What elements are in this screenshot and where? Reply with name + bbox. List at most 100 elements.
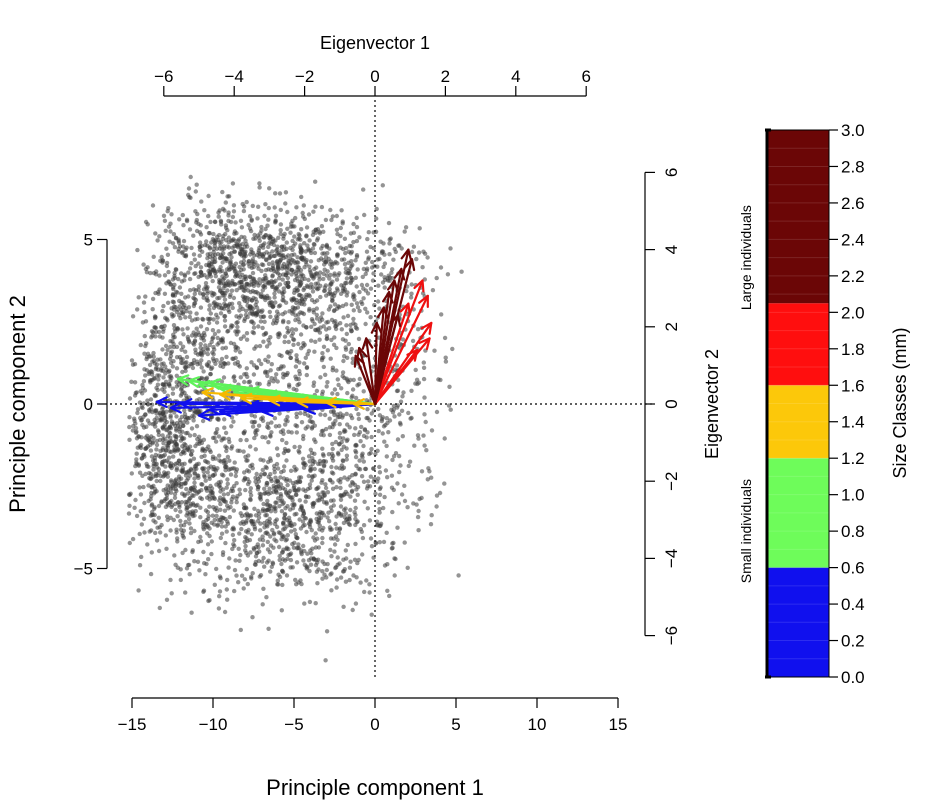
data-point [247,214,253,219]
data-point [365,479,371,484]
data-point [301,436,306,442]
data-point [152,505,157,510]
data-point [421,365,427,370]
data-point [266,474,271,479]
data-point [162,452,167,457]
data-point [285,209,290,215]
data-point [187,448,192,453]
data-point [154,447,159,452]
data-point [361,266,366,272]
data-point [301,465,307,470]
data-point [316,545,322,550]
data-point [205,252,210,257]
data-point [312,466,317,472]
data-point [321,324,326,329]
data-point [277,191,283,196]
data-point [194,217,199,223]
data-point [236,580,241,585]
data-point [165,517,170,523]
data-point [327,477,333,482]
data-point [145,542,150,547]
data-point [319,497,325,502]
data-point [285,493,291,498]
data-point [354,406,359,412]
data-point [192,432,197,438]
data-point [324,242,329,248]
data-point [243,548,248,553]
data-point [345,422,350,427]
data-point [137,470,143,475]
data-point [287,351,292,356]
data-point [297,450,302,455]
data-point [242,577,247,582]
data-point [334,213,339,219]
data-point [217,208,222,213]
x-tick-label: −10 [199,715,228,734]
data-point [192,480,197,485]
data-point [162,218,168,223]
data-point [294,582,299,587]
data-point [299,293,304,299]
data-point [238,218,244,223]
data-point [165,252,171,257]
data-point [330,486,336,491]
data-point [227,556,232,561]
data-point [298,332,304,337]
data-point [263,513,268,518]
arrow-head [361,337,374,350]
data-point [397,412,402,417]
data-point [245,303,250,308]
data-point [145,222,150,227]
data-point [267,186,272,191]
data-point [295,480,300,485]
data-point [172,245,178,250]
data-point [193,347,198,352]
data-point [246,469,252,474]
data-point [391,454,397,459]
data-point [275,379,280,384]
data-point [169,212,174,217]
data-point [242,372,247,377]
data-point [224,485,229,490]
data-point [215,251,221,257]
data-point [145,351,151,356]
data-point [217,482,222,487]
data-point [313,339,318,344]
right-tick-label: −2 [662,472,681,491]
data-point [321,271,326,276]
data-point [200,418,206,424]
data-point [260,602,265,607]
data-point [288,529,294,534]
data-point [331,536,336,541]
data-point [188,502,194,507]
data-point [276,289,282,294]
data-point [343,266,349,271]
data-point [171,454,176,459]
data-point [364,282,370,288]
data-point [343,548,348,553]
data-point [164,351,169,357]
data-point [399,408,405,413]
data-point [195,436,200,442]
data-point [217,458,222,463]
data-point [134,436,140,441]
data-point [301,203,306,208]
data-point [232,378,237,384]
data-point [325,561,330,567]
data-point [357,308,362,314]
data-point [368,286,374,291]
data-point [198,341,203,347]
data-point [300,210,305,216]
data-point [344,331,349,337]
data-point [250,203,255,209]
data-point [127,540,132,546]
data-point [403,225,409,230]
data-point [422,251,428,256]
data-point [226,235,232,240]
data-point [266,354,271,359]
data-point [169,312,175,317]
data-point [334,585,339,590]
data-point [227,301,232,307]
data-point [198,305,204,310]
data-point [154,461,159,467]
